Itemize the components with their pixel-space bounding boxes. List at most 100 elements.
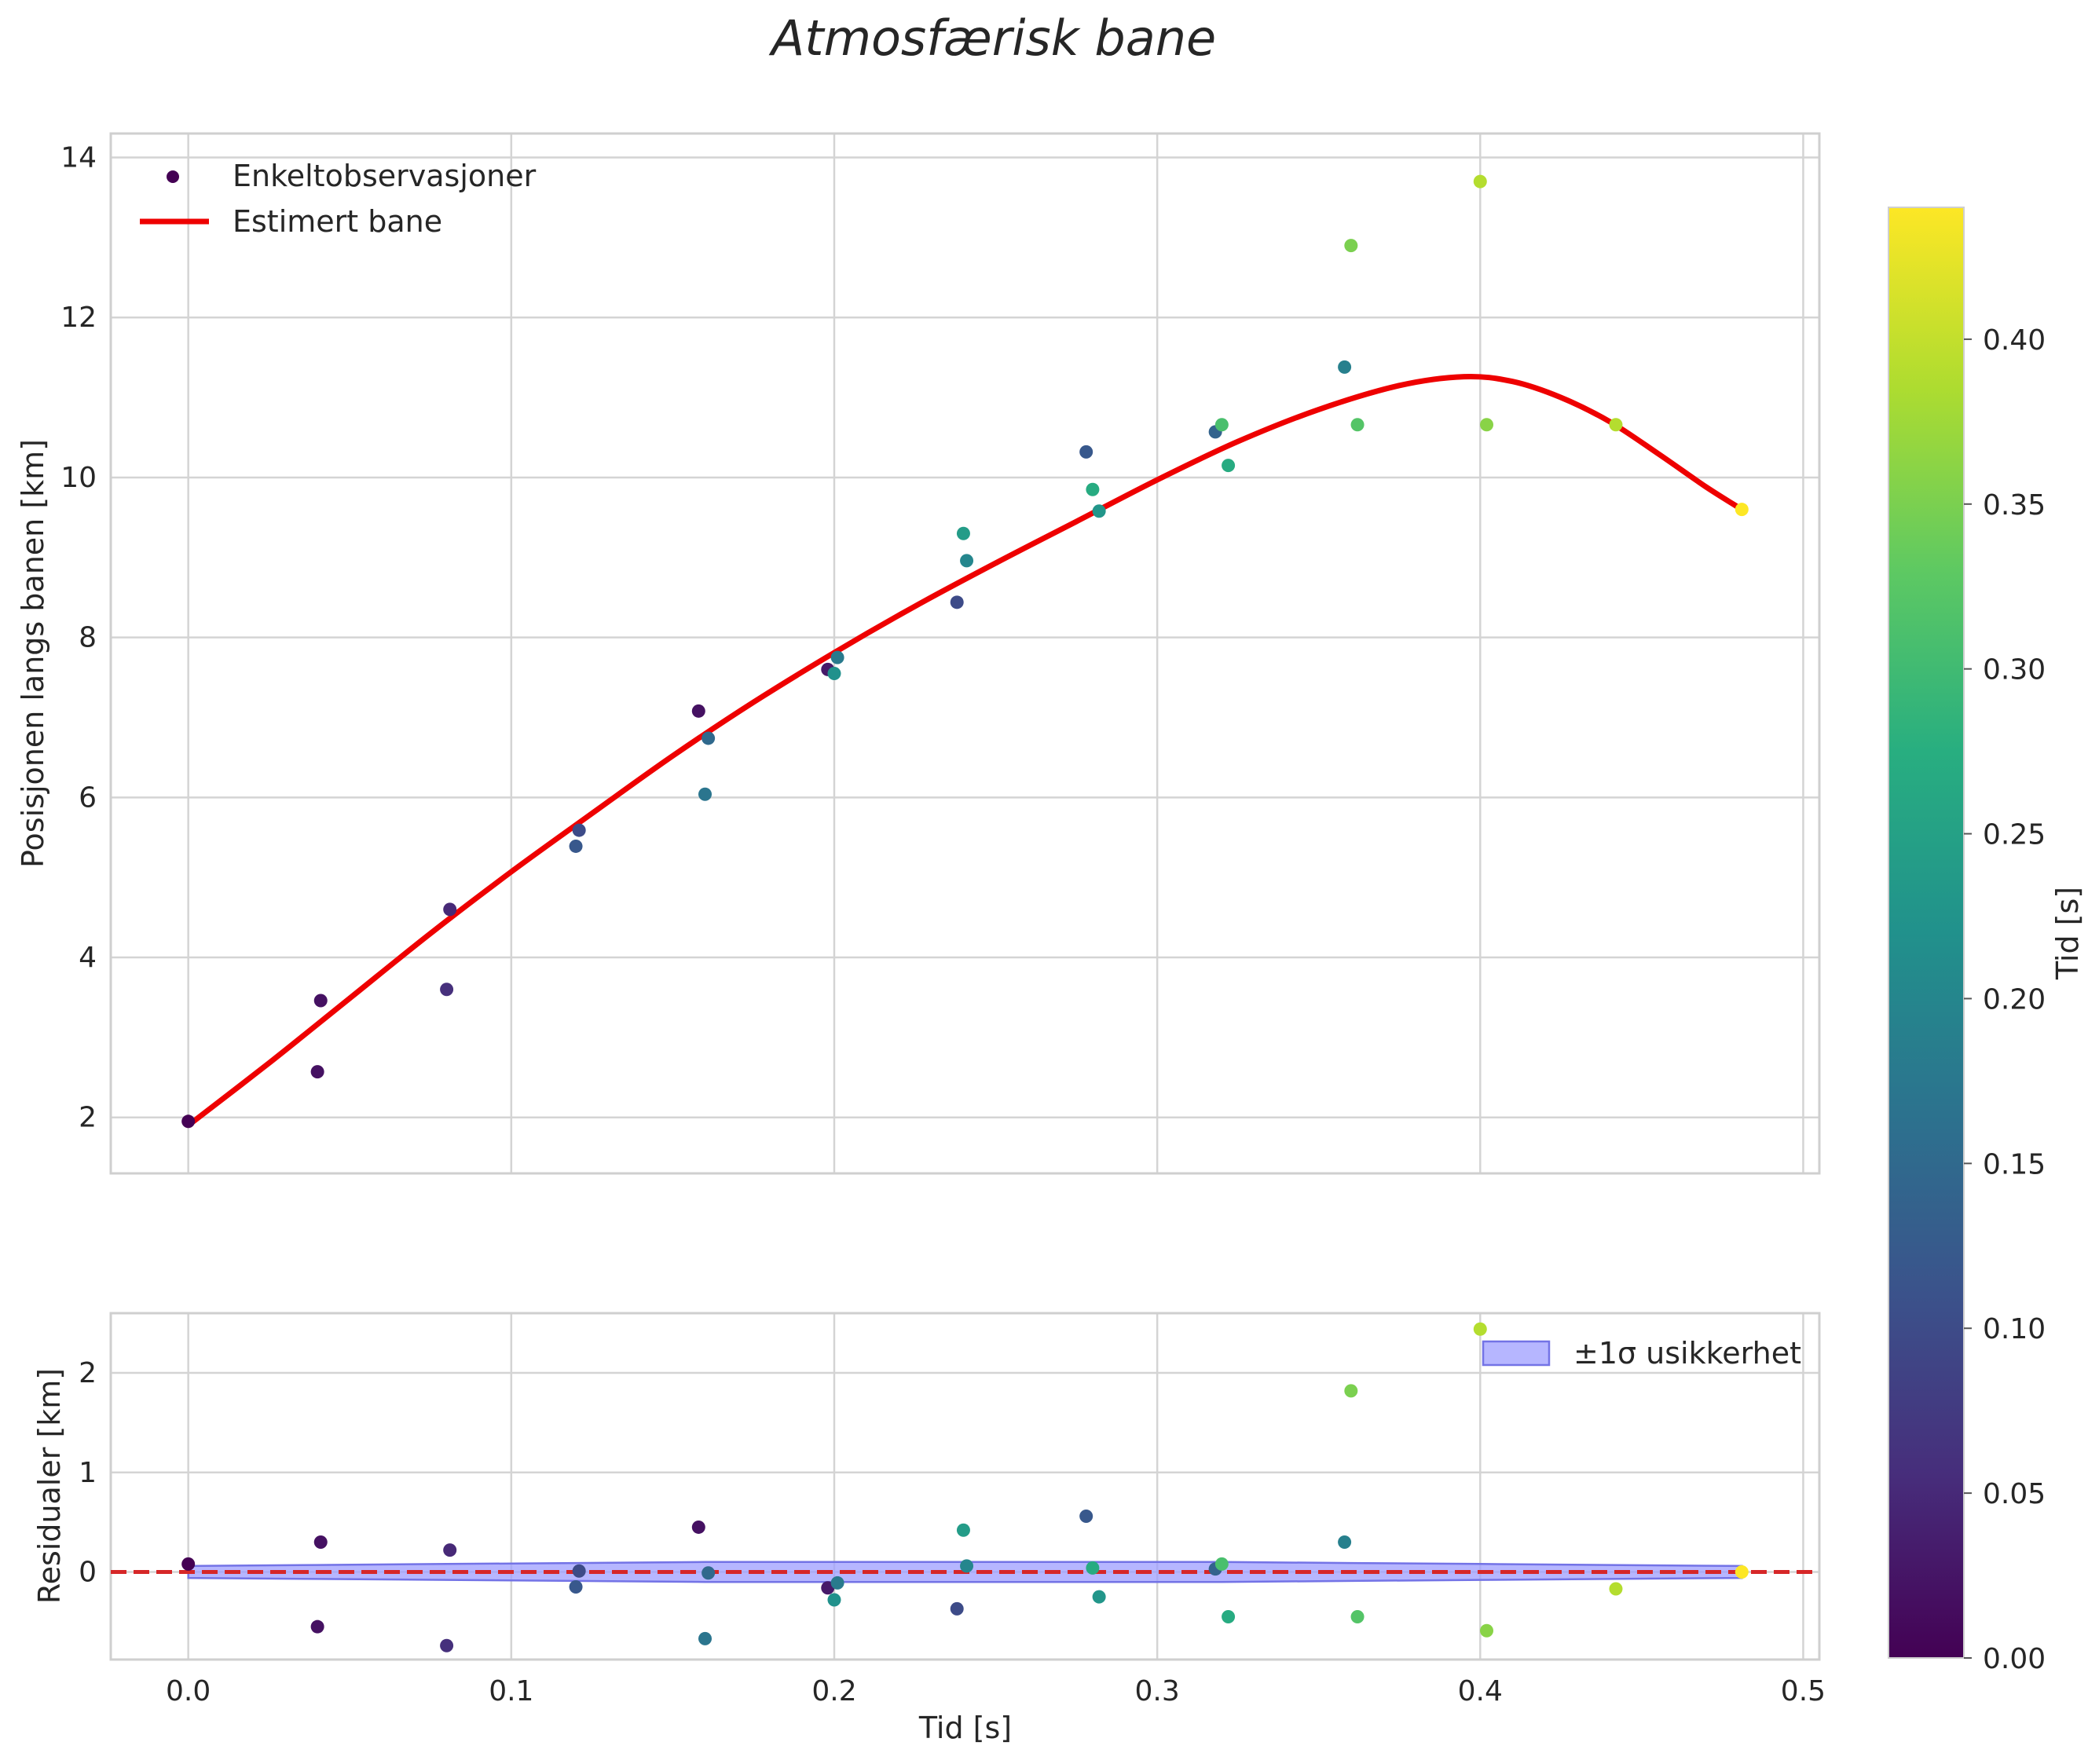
residual-point bbox=[1079, 1510, 1093, 1524]
observation-point bbox=[1222, 459, 1236, 473]
residual-point bbox=[572, 1564, 586, 1578]
legend-band-swatch bbox=[1482, 1340, 1551, 1367]
observation-point bbox=[1086, 482, 1100, 496]
observation-point bbox=[691, 704, 705, 718]
bottom-y-ticks: 0 1 2 bbox=[79, 1357, 97, 1588]
top-grid bbox=[111, 134, 1819, 1173]
residual-point bbox=[181, 1557, 196, 1571]
residual-point bbox=[310, 1619, 324, 1634]
observation-point bbox=[960, 554, 974, 568]
bottom-x-tick-label: 0.5 bbox=[1781, 1675, 1826, 1707]
colorbar-gradient bbox=[1888, 207, 1965, 1659]
observation-point bbox=[950, 595, 964, 609]
residual-point bbox=[313, 1535, 328, 1549]
top-y-tick-label: 2 bbox=[79, 1102, 97, 1134]
observation-point bbox=[830, 650, 844, 664]
observation-point bbox=[1092, 504, 1106, 518]
top-y-tick-label: 4 bbox=[79, 942, 97, 974]
residual-point bbox=[440, 1638, 454, 1652]
observation-point bbox=[569, 839, 583, 853]
bottom-x-label: Tid [s] bbox=[918, 1711, 1012, 1745]
bottom-x-tick-label: 0.1 bbox=[489, 1675, 533, 1707]
colorbar-tick-label: 0.20 bbox=[1983, 983, 2046, 1016]
residual-point bbox=[701, 1566, 716, 1580]
bottom-x-tick-label: 0.4 bbox=[1458, 1675, 1503, 1707]
residual-point bbox=[1338, 1535, 1352, 1549]
observation-point bbox=[956, 526, 970, 540]
bottom-x-tick-label: 0.0 bbox=[166, 1675, 211, 1707]
residual-point bbox=[950, 1601, 964, 1616]
legend-observation-label: Enkeltobservasjoner bbox=[233, 159, 537, 193]
observation-points bbox=[181, 174, 1749, 1129]
observation-point bbox=[1480, 418, 1494, 432]
observation-point bbox=[1214, 418, 1229, 432]
colorbar-tick-label: 0.30 bbox=[1983, 654, 2046, 686]
observation-point bbox=[701, 731, 716, 745]
top-panel: 2 4 6 8 10 12 14 Posisjonen langs banen [km] E… bbox=[16, 132, 1821, 1175]
observation-point bbox=[827, 666, 841, 680]
residual-point bbox=[1344, 1384, 1358, 1398]
residual-points bbox=[181, 1322, 1749, 1652]
observation-point bbox=[181, 1114, 196, 1129]
observation-point bbox=[1735, 503, 1749, 517]
observation-point bbox=[1473, 174, 1487, 188]
observation-point bbox=[1344, 239, 1358, 253]
observation-point bbox=[698, 787, 712, 801]
legend-band-label: ±1σ usikkerhet bbox=[1573, 1336, 1801, 1371]
top-y-tick-label: 10 bbox=[60, 462, 97, 494]
residual-point bbox=[956, 1523, 970, 1537]
top-y-ticks: 2 4 6 8 10 12 14 bbox=[60, 142, 97, 1134]
colorbar-ticks: 0.00 0.05 0.10 0.15 0.20 0.25 0.30 0.35 0.40 bbox=[1964, 324, 2046, 1675]
legend-observation-marker bbox=[167, 170, 179, 183]
observation-point bbox=[313, 994, 328, 1008]
observation-point bbox=[1609, 418, 1623, 432]
observation-point bbox=[572, 823, 586, 837]
residual-point bbox=[830, 1576, 844, 1590]
bottom-y-label: Residualer [km] bbox=[32, 1368, 67, 1604]
residual-point bbox=[1092, 1590, 1106, 1604]
bottom-x-ticks: 0.0 0.1 0.2 0.3 0.4 0.5 bbox=[166, 1675, 1826, 1707]
colorbar-tick-label: 0.00 bbox=[1983, 1643, 2046, 1675]
colorbar-tick-label: 0.15 bbox=[1983, 1148, 2046, 1180]
residual-point bbox=[569, 1579, 583, 1594]
top-legend: Enkeltobservasjoner Estimert bane bbox=[140, 159, 537, 239]
bottom-y-tick-label: 0 bbox=[79, 1556, 97, 1588]
observation-point bbox=[443, 902, 457, 917]
colorbar-tick-label: 0.05 bbox=[1983, 1478, 2046, 1510]
bottom-y-tick-label: 1 bbox=[79, 1457, 97, 1489]
residual-point bbox=[1473, 1322, 1487, 1336]
observation-point bbox=[1338, 360, 1352, 374]
observation-point bbox=[1079, 445, 1093, 459]
residual-point bbox=[1735, 1565, 1749, 1579]
observation-point bbox=[310, 1065, 324, 1079]
observation-point bbox=[1350, 418, 1365, 432]
colorbar-tick-label: 0.35 bbox=[1983, 489, 2046, 522]
residual-point bbox=[1086, 1561, 1100, 1575]
chart-title: Atmosfærisk bane bbox=[768, 9, 1216, 67]
residual-point bbox=[1214, 1557, 1229, 1571]
legend-fit-label: Estimert bane bbox=[233, 204, 442, 239]
fit-line bbox=[186, 373, 1744, 1128]
residual-point bbox=[960, 1559, 974, 1573]
top-y-tick-label: 14 bbox=[60, 142, 97, 174]
top-y-tick-label: 12 bbox=[60, 302, 97, 334]
colorbar: 0.00 0.05 0.10 0.15 0.20 0.25 0.30 0.35 0.40 Tid… bbox=[1888, 207, 2085, 1675]
bottom-x-tick-label: 0.3 bbox=[1135, 1675, 1180, 1707]
residual-point bbox=[1350, 1610, 1365, 1624]
residual-point bbox=[1609, 1582, 1623, 1596]
colorbar-label: Tid [s] bbox=[2050, 887, 2085, 980]
bottom-grid bbox=[111, 1313, 1819, 1660]
colorbar-tick-label: 0.10 bbox=[1983, 1313, 2046, 1345]
bottom-x-tick-label: 0.2 bbox=[811, 1675, 856, 1707]
colorbar-tick-label: 0.40 bbox=[1983, 324, 2046, 357]
residual-point bbox=[698, 1631, 712, 1645]
top-y-label: Posisjonen langs banen [km] bbox=[16, 439, 50, 868]
top-y-tick-label: 8 bbox=[79, 622, 97, 654]
top-y-tick-label: 6 bbox=[79, 781, 97, 814]
residual-point bbox=[1480, 1623, 1494, 1638]
colorbar-tick-label: 0.25 bbox=[1983, 819, 2046, 851]
residual-point bbox=[827, 1593, 841, 1607]
residual-point bbox=[1222, 1610, 1236, 1624]
bottom-frame bbox=[109, 1312, 1821, 1661]
